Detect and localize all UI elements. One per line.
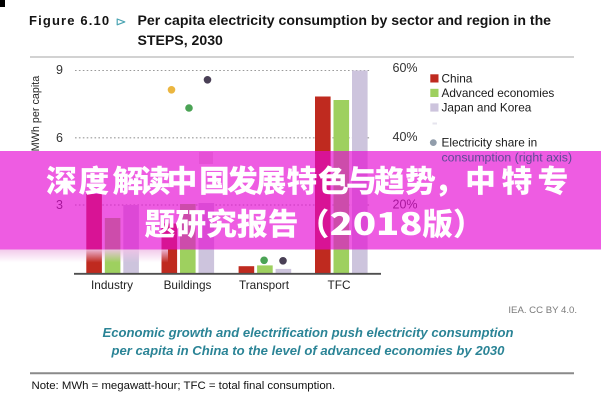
svg-text:MWh per capita: MWh per capita bbox=[30, 76, 42, 152]
svg-text:Industry: Industry bbox=[91, 278, 133, 292]
svg-text:TFC: TFC bbox=[328, 278, 351, 292]
svg-text:consumption (right axis): consumption (right axis) bbox=[442, 150, 573, 164]
svg-text:6: 6 bbox=[56, 131, 63, 145]
svg-text:9: 9 bbox=[56, 63, 63, 77]
svg-text:Buildings: Buildings bbox=[164, 278, 212, 292]
svg-text:Electricity share in: Electricity share in bbox=[442, 136, 538, 150]
svg-text:60%: 60% bbox=[393, 61, 418, 75]
svg-text:Japan and Korea: Japan and Korea bbox=[442, 101, 532, 115]
svg-text:China: China bbox=[442, 72, 473, 86]
svg-text:Advanced economies: Advanced economies bbox=[442, 86, 555, 100]
svg-text:40%: 40% bbox=[393, 130, 418, 144]
svg-text:Transport: Transport bbox=[239, 278, 290, 292]
